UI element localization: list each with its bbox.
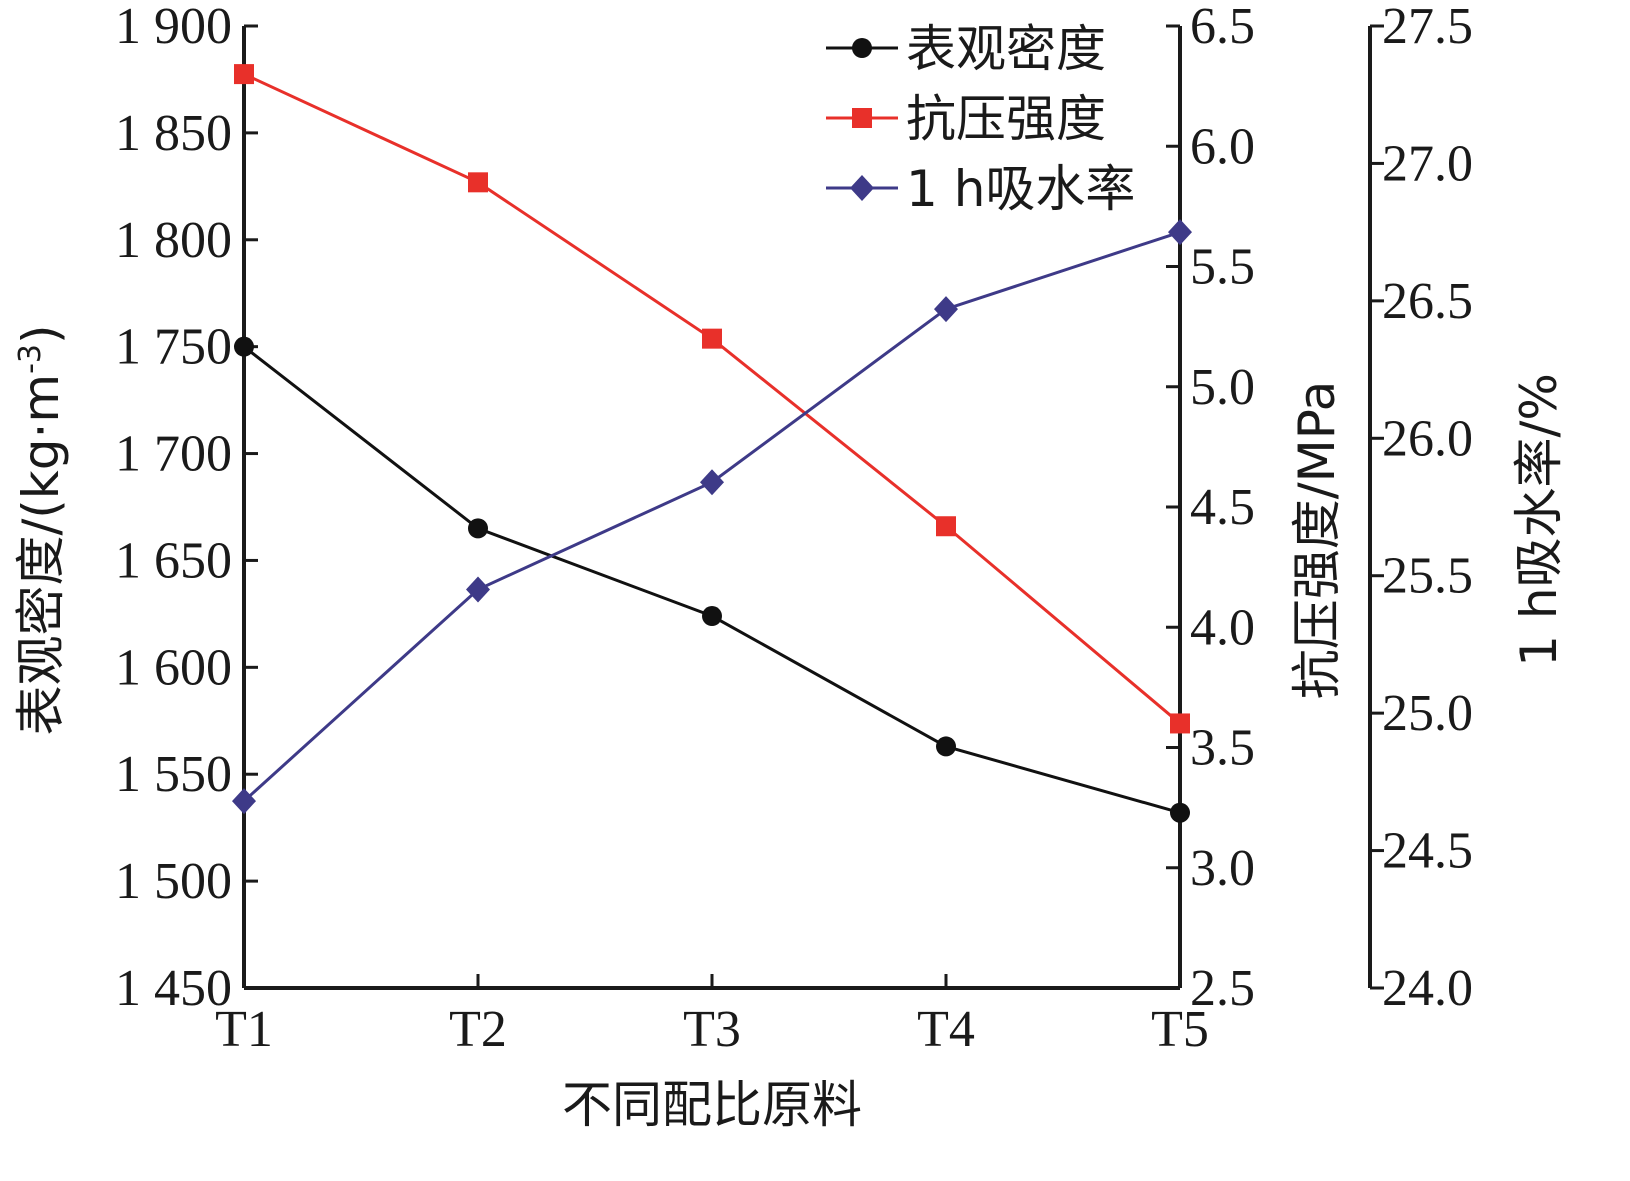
series-1-point [234, 336, 254, 357]
series-1-point [936, 736, 956, 757]
legend-label: 表观密度 [906, 20, 1106, 78]
x-axis-tick-label: T5 [1151, 1001, 1209, 1058]
series-2-point [1170, 713, 1190, 734]
right2-axis-tick-label: 24.5 [1382, 823, 1473, 880]
left-axis-tick-label: 1 450 [115, 960, 232, 1017]
right-axis-tick-label: 4.0 [1190, 599, 1255, 656]
right2-axis-tick-label: 26.5 [1382, 273, 1473, 330]
right-axis-tick-label: 5.0 [1190, 359, 1255, 416]
legend-marker [852, 108, 872, 128]
axes-layer: 1 450 1 500 1 550 1 600 1 650 1 700 1 750 1 800… [12, 0, 1568, 1134]
series-3-point [466, 576, 490, 603]
series-2-point [468, 172, 488, 193]
right-axis-tick-label: 4.5 [1190, 479, 1255, 536]
left-axis-tick-label: 1 650 [115, 532, 232, 589]
legend-marker [850, 175, 874, 201]
left-axis-tick-label: 1 900 [115, 0, 232, 55]
left-axis-tick-label: 1 850 [115, 105, 232, 162]
left-axis-tick-label: 1 550 [115, 746, 232, 803]
series-2-point [234, 64, 254, 85]
left-axis-tick-label: 1 700 [115, 426, 232, 483]
right-axis-tick-label: 6.0 [1190, 118, 1255, 175]
x-axis-tick-label: T2 [449, 1001, 507, 1058]
legend-label: 抗压强度 [906, 90, 1106, 148]
legend-label: 1 h吸水率 [906, 160, 1135, 218]
series-1-point [702, 606, 722, 627]
left-axis-tick-label: 1 500 [115, 853, 232, 910]
legend-marker [852, 38, 872, 58]
series-2-point [702, 328, 722, 349]
right-axis-tick-label: 3.5 [1190, 720, 1255, 777]
series-layer [232, 64, 1192, 823]
left-axis-tick-label: 1 800 [115, 212, 232, 269]
left-axis-tick-label: 1 600 [115, 639, 232, 696]
series-3-point [232, 788, 256, 815]
right2-axis-tick-label: 27.0 [1382, 135, 1473, 192]
right2-axis-tick-label: 27.5 [1382, 0, 1473, 55]
series-3-point [1168, 219, 1192, 246]
right-axis-tick-label: 2.5 [1190, 960, 1255, 1017]
right2-axis-tick-label: 24.0 [1382, 960, 1473, 1017]
series-line-1 [243, 345, 1181, 815]
series-line-3 [242, 230, 1181, 803]
right2-axis-tick-label: 25.0 [1382, 685, 1473, 742]
right-axis-tick-label: 6.5 [1190, 0, 1255, 55]
right-axis-title: 抗压强度/MPa [1288, 381, 1346, 700]
right2-axis-tick-label: 26.0 [1382, 410, 1473, 467]
x-axis-tick-label: T4 [917, 1001, 975, 1058]
right2-axis-title: 1 h吸水率/% [1510, 373, 1568, 667]
series-3-point [934, 296, 958, 323]
series-2-point [936, 516, 956, 537]
series-3-point [700, 469, 724, 496]
left-axis-title: 表观密度/(kg·m-3) [12, 324, 70, 735]
x-axis-title: 不同配比原料 [562, 1076, 862, 1134]
series-1-point [468, 518, 488, 539]
right2-axis-tick-label: 25.5 [1382, 548, 1473, 605]
right-axis-tick-label: 3.0 [1190, 840, 1255, 897]
x-axis-tick-label: T3 [683, 1001, 741, 1058]
left-axis-tick-label: 1 750 [115, 319, 232, 376]
series-1-point [1170, 802, 1190, 823]
x-axis-tick-label: T1 [215, 1001, 273, 1058]
right-axis-tick-label: 5.5 [1190, 239, 1255, 296]
